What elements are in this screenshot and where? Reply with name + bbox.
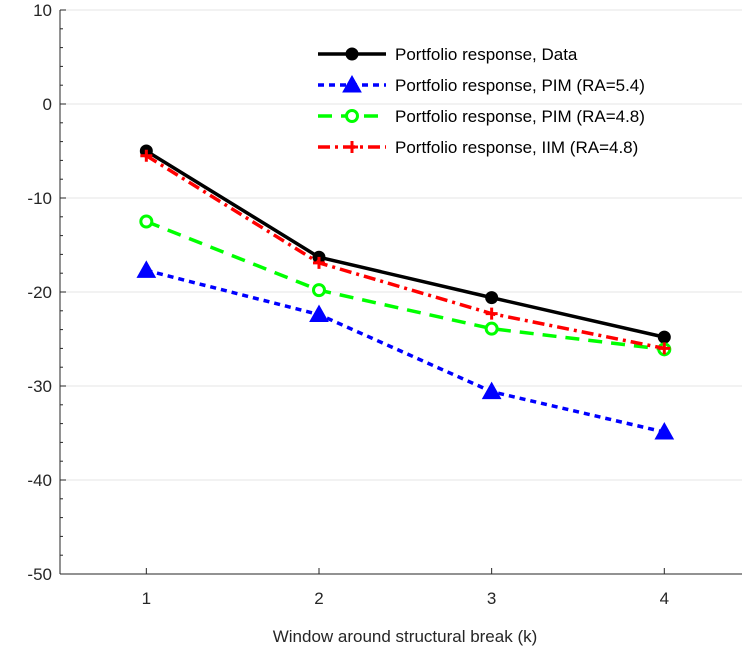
legend: Portfolio response, Data Portfolio respon… [318,45,645,157]
data-point [312,256,325,269]
y-tick-label: -40 [27,471,52,490]
y-tick-label: -20 [27,283,52,302]
data-point [485,307,498,320]
legend-label: Portfolio response, PIM (RA=5.4) [395,76,645,95]
series-layer [136,144,675,440]
data-point [657,330,671,344]
data-point [309,304,329,323]
data-point [311,283,326,298]
legend-label: Portfolio response, Data [395,45,578,64]
axes: -50 -40 -30 -20 -10 0 10 1 2 3 4 [27,1,742,608]
data-point [484,321,499,336]
data-point [485,291,499,305]
legend-label: Portfolio response, PIM (RA=4.8) [395,107,645,126]
x-axis-label: Window around structural break (k) [273,627,538,646]
data-point [136,260,157,278]
x-tick-label: 2 [314,589,323,608]
y-tick-label: -30 [27,377,52,396]
y-tick-label: 0 [43,95,52,114]
legend-marker [345,47,359,61]
legend-marker [345,109,359,123]
series-line [145,154,665,351]
data-point [654,422,675,440]
data-point [481,381,502,400]
x-tick-label: 3 [487,589,496,608]
data-point [658,342,671,355]
grid-lines [60,9,742,481]
y-tick-label: -50 [27,565,52,584]
legend-marker [346,141,358,153]
legend-label: Portfolio response, IIM (RA=4.8) [395,138,638,157]
data-point [139,214,154,229]
y-tick-label: -10 [27,189,52,208]
x-tick-label: 4 [660,589,669,608]
series-line [145,149,665,339]
x-tick-label: 1 [142,589,151,608]
y-tick-label: 10 [33,1,52,20]
series-line [145,268,665,434]
series-line [145,219,665,352]
legend-marker [342,74,362,93]
data-point [140,149,153,162]
